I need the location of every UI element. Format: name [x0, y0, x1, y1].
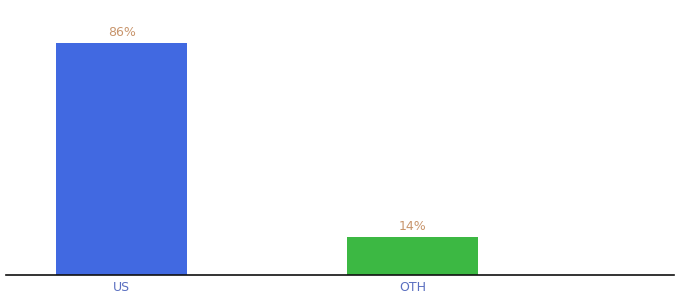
Bar: [56, 43, 187, 274]
Text: 86%: 86%: [108, 26, 136, 39]
Bar: [347, 237, 478, 274]
Text: 14%: 14%: [399, 220, 426, 233]
